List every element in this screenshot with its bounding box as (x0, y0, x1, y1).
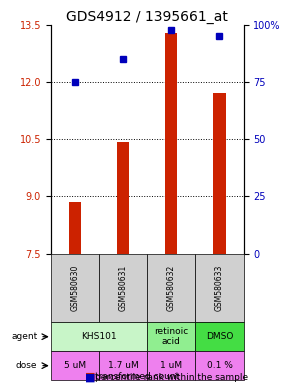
Text: ■: ■ (84, 372, 95, 382)
Text: transformed count: transformed count (95, 372, 179, 381)
Bar (147, 351, 195, 380)
Bar (99, 253, 147, 322)
Text: 0.1 %: 0.1 % (206, 361, 232, 370)
Text: percentile rank within the sample: percentile rank within the sample (95, 373, 248, 382)
Text: 5 uM: 5 uM (64, 361, 86, 370)
Text: GSM580632: GSM580632 (167, 265, 176, 311)
Text: GSM580633: GSM580633 (215, 265, 224, 311)
Bar (195, 253, 244, 322)
Bar (165, 33, 177, 253)
Bar (213, 93, 226, 253)
Text: GSM580630: GSM580630 (70, 265, 79, 311)
Text: retinoic
acid: retinoic acid (154, 327, 188, 346)
Title: GDS4912 / 1395661_at: GDS4912 / 1395661_at (66, 10, 228, 24)
Bar (147, 253, 195, 322)
Bar (69, 202, 81, 253)
Bar (99, 351, 147, 380)
Text: ■: ■ (84, 371, 95, 381)
Bar (195, 322, 244, 351)
Bar (195, 351, 244, 380)
Bar (51, 351, 99, 380)
Text: dose: dose (16, 361, 37, 370)
Text: 1 uM: 1 uM (160, 361, 182, 370)
Bar (51, 253, 99, 322)
Text: agent: agent (11, 332, 37, 341)
Bar (51, 322, 147, 351)
Text: 1.7 uM: 1.7 uM (108, 361, 138, 370)
Bar (117, 142, 129, 253)
Text: GSM580631: GSM580631 (119, 265, 128, 311)
Text: KHS101: KHS101 (81, 332, 117, 341)
Text: DMSO: DMSO (206, 332, 233, 341)
Bar (147, 322, 195, 351)
